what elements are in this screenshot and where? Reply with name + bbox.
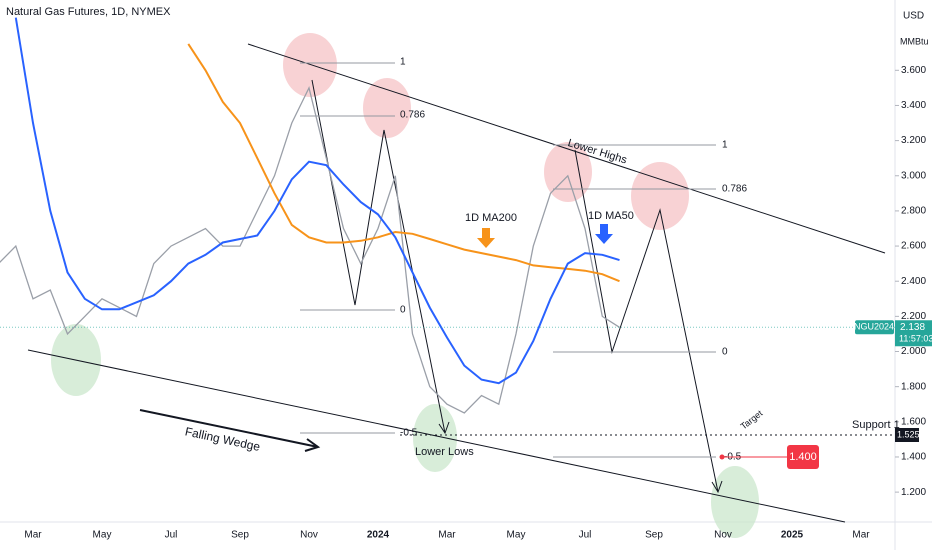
target-dot bbox=[719, 454, 725, 460]
ma-line bbox=[187, 43, 620, 283]
y-tick-label: 2.600 bbox=[901, 241, 926, 252]
fib-label: 1 bbox=[400, 57, 406, 68]
x-tick-label: 2024 bbox=[367, 530, 390, 541]
price-label: 2.138 bbox=[900, 322, 925, 333]
x-tick-label: Mar bbox=[24, 530, 42, 541]
drawings bbox=[27, 43, 886, 523]
y-tick-label: 2.800 bbox=[901, 206, 926, 217]
price-tag bbox=[895, 320, 932, 347]
target-tag bbox=[787, 444, 819, 469]
low-circle bbox=[413, 404, 457, 472]
fib-label: 0 bbox=[722, 347, 728, 358]
arrow-head bbox=[304, 438, 321, 452]
annotation: 1D MA200 bbox=[465, 212, 517, 224]
price-line bbox=[0, 86, 620, 414]
fib-label: 0.786 bbox=[400, 110, 425, 121]
arrow-head bbox=[438, 421, 450, 435]
ma50-arrow bbox=[595, 224, 613, 244]
arrow-head bbox=[711, 480, 723, 494]
path bbox=[311, 79, 446, 434]
projection bbox=[574, 149, 719, 493]
y-tick-label: 3.600 bbox=[901, 65, 926, 76]
y-tick-label: 2.000 bbox=[901, 346, 926, 357]
x-tick-label: Nov bbox=[300, 530, 318, 541]
high-circle bbox=[631, 162, 689, 230]
fib-label: 0 bbox=[400, 305, 406, 316]
x-tick-label: Sep bbox=[231, 530, 249, 541]
low-circle bbox=[711, 466, 759, 538]
x-tick-label: 2025 bbox=[781, 530, 804, 541]
unit: MMBtu bbox=[900, 36, 929, 46]
y-tick-label: 3.400 bbox=[901, 100, 926, 111]
fib-label: 0.786 bbox=[722, 184, 747, 195]
support-tag bbox=[895, 428, 919, 442]
x-tick-label: Mar bbox=[852, 530, 870, 541]
wedge-lower bbox=[27, 349, 846, 523]
x-tick-label: May bbox=[507, 530, 526, 541]
x-tick-label: Nov bbox=[714, 530, 732, 541]
fib-label: -0.5 bbox=[400, 428, 418, 439]
ma200-arrow bbox=[477, 228, 495, 248]
annotation: 1D MA50 bbox=[588, 210, 634, 222]
highlight-circles bbox=[51, 33, 759, 538]
x-tick-label: Sep bbox=[645, 530, 663, 541]
y-tick-label: 3.000 bbox=[901, 170, 926, 181]
x-tick-label: May bbox=[93, 530, 112, 541]
high-circle bbox=[283, 33, 337, 97]
countdown: 11:57:03 bbox=[899, 334, 932, 344]
wedge-arrow bbox=[139, 409, 319, 448]
fib-label: 1 bbox=[722, 140, 728, 151]
currency: USD bbox=[903, 11, 924, 22]
fib-lines bbox=[300, 62, 716, 458]
chart-title: Natural Gas Futures, 1D, NYMEX bbox=[6, 6, 171, 18]
y-tick-label: 3.200 bbox=[901, 135, 926, 146]
support-text: Support 1 bbox=[852, 419, 900, 431]
support-label: 1.525 bbox=[897, 429, 920, 439]
y-tick-label: 1.600 bbox=[901, 416, 926, 427]
x-tick-label: Jul bbox=[165, 530, 178, 541]
annotation: Lower Lows bbox=[415, 446, 474, 458]
ma-line bbox=[14, 17, 620, 385]
y-tick-label: 1.800 bbox=[901, 381, 926, 392]
y-tick-label: 2.200 bbox=[901, 311, 926, 322]
symbol-tag bbox=[855, 320, 894, 335]
x-tick-label: Mar bbox=[438, 530, 456, 541]
high-circle bbox=[363, 78, 411, 138]
symbol-label: NGU2024 bbox=[854, 322, 894, 332]
target-label: 1.400 bbox=[789, 451, 817, 463]
y-tick-label: 1.400 bbox=[901, 452, 926, 463]
y-tick-label: 1.200 bbox=[901, 487, 926, 498]
y-tick-label: 2.400 bbox=[901, 276, 926, 287]
x-tick-label: Jul bbox=[579, 530, 592, 541]
wedge-upper bbox=[247, 43, 886, 254]
